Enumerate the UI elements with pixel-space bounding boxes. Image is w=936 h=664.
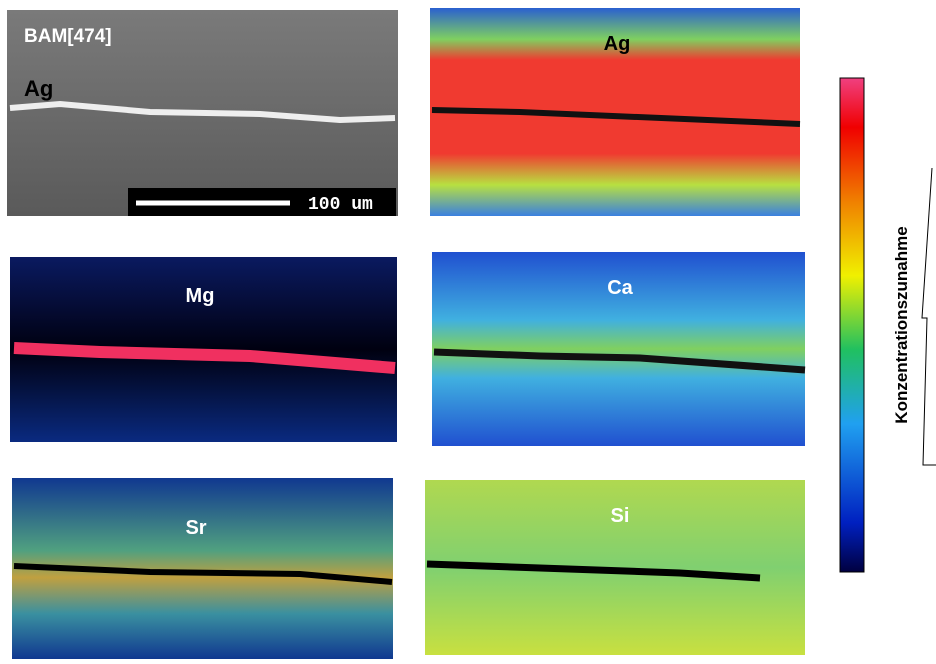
sample-label: BAM[474]: [24, 26, 112, 47]
element-label: Si: [611, 505, 630, 527]
map-sr: Sr: [12, 478, 393, 659]
map-ca: Ca: [432, 252, 806, 446]
element-label: Ca: [607, 277, 633, 299]
element-label: Sr: [185, 517, 206, 539]
map-mg: Mg: [10, 257, 397, 442]
map-si: Si: [425, 480, 805, 655]
arrow: [921, 167, 936, 466]
scale-label: 100 um: [308, 195, 373, 215]
map-ag: Ag: [430, 8, 801, 216]
element-label: Ag: [24, 76, 53, 101]
element-label: Ag: [604, 33, 631, 55]
colorbar-label: Konzentrationszunahme: [892, 226, 911, 423]
sem-panel: 100 um BAM[474] Ag: [7, 10, 398, 216]
element-label: Mg: [186, 285, 215, 307]
colorbar: [839, 77, 865, 573]
